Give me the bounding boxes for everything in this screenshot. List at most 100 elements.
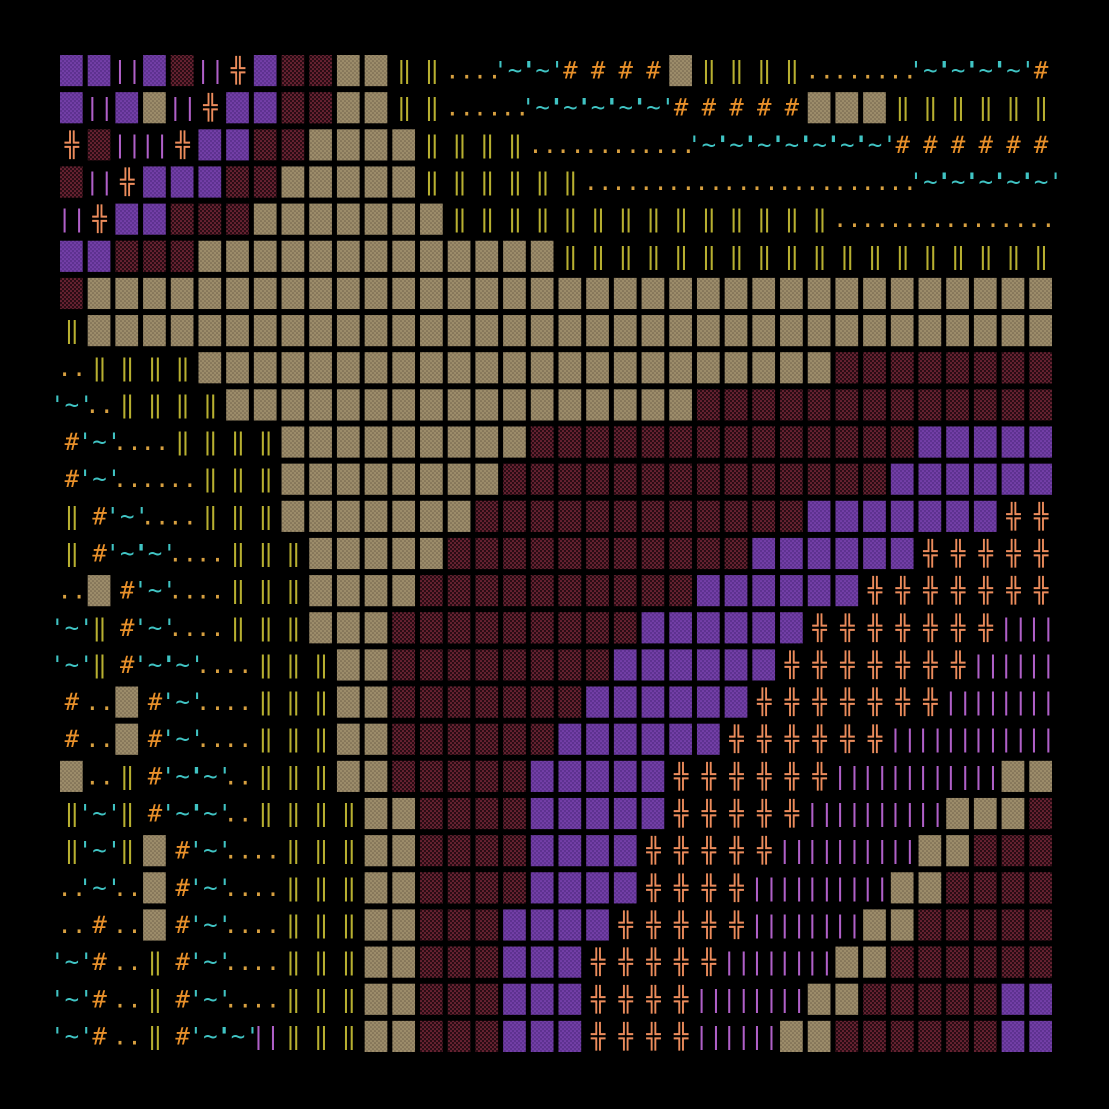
block [835, 463, 859, 495]
block [641, 723, 665, 755]
glyph: ╬ [701, 873, 717, 903]
glyph: .. [224, 948, 253, 976]
glyph: ╬ [701, 947, 717, 977]
glyph: # [979, 131, 994, 159]
glyph: ╬ [590, 984, 606, 1014]
glyph: .. [971, 205, 1000, 233]
glyph: ‖ [258, 614, 272, 642]
glyph: ‖ [674, 205, 688, 233]
glyph: .. [501, 94, 530, 122]
glyph: ‖ [314, 800, 328, 828]
block [420, 686, 443, 718]
block [863, 389, 886, 421]
block [530, 240, 554, 272]
block [890, 315, 914, 347]
glyph: ‖ [452, 205, 466, 233]
glyph: '~' [78, 428, 121, 456]
glyph: ╬ [1033, 539, 1049, 569]
glyph: .. [113, 428, 142, 456]
block [641, 760, 665, 792]
glyph: ╬ [645, 947, 661, 977]
block [530, 426, 554, 458]
block [973, 1020, 997, 1052]
glyph: ‖ [895, 94, 909, 122]
block [420, 352, 443, 384]
block [1001, 1020, 1025, 1052]
block [364, 909, 388, 941]
block [447, 389, 471, 421]
glyph: # [92, 540, 107, 568]
block [281, 315, 305, 347]
glyph: '~' [161, 762, 204, 790]
glyph: ‖ [425, 168, 439, 196]
glyph: .. [251, 948, 280, 976]
glyph: ╬ [645, 910, 661, 940]
block [973, 909, 997, 941]
glyph: ‖ [314, 1022, 328, 1050]
block [641, 612, 665, 644]
glyph: ‖ [286, 985, 300, 1013]
block [696, 500, 720, 532]
block [1001, 315, 1025, 347]
block [336, 686, 360, 718]
block [724, 352, 748, 384]
block [724, 277, 748, 310]
block [613, 649, 637, 681]
glyph: ‖ [1006, 94, 1020, 122]
glyph: || [1027, 614, 1056, 642]
block [807, 315, 831, 347]
glyph: || [971, 725, 1000, 753]
block [198, 166, 222, 198]
glyph: || [999, 614, 1028, 642]
block [364, 723, 388, 755]
glyph: ‖ [286, 762, 300, 790]
glyph: ‖ [563, 168, 577, 196]
glyph: '~' [161, 800, 204, 828]
glyph: ‖ [286, 540, 300, 568]
block [558, 575, 582, 607]
glyph: '~' [189, 837, 232, 865]
glyph: .. [57, 874, 86, 902]
block [503, 612, 526, 644]
block [87, 129, 111, 161]
block [392, 315, 416, 347]
glyph: || [168, 94, 197, 122]
glyph: || [750, 985, 779, 1013]
glyph: '~' [161, 651, 204, 679]
block [696, 426, 720, 458]
glyph: '~' [78, 465, 121, 493]
block [475, 575, 499, 607]
block [586, 649, 609, 681]
block [780, 537, 803, 570]
block [364, 92, 388, 124]
glyph: .. [168, 614, 197, 642]
glyph: .. [57, 354, 86, 382]
glyph: '~' [992, 57, 1035, 85]
glyph: '~' [133, 651, 176, 679]
glyph: .. [833, 168, 862, 196]
glyph: ‖ [951, 94, 965, 122]
glyph: ‖ [148, 985, 162, 1013]
glyph: ‖ [65, 800, 79, 828]
block [558, 797, 582, 830]
glyph: || [85, 94, 114, 122]
block [807, 537, 831, 570]
glyph: ‖ [314, 651, 328, 679]
block [780, 426, 803, 458]
glyph: ‖ [258, 465, 272, 493]
glyph: ‖ [563, 242, 577, 270]
block [973, 352, 997, 384]
glyph: # [1034, 131, 1049, 159]
block [60, 240, 83, 272]
glyph: .. [611, 168, 640, 196]
glyph: ‖ [342, 837, 356, 865]
glyph: ‖ [452, 131, 466, 159]
glyph: ‖ [342, 911, 356, 939]
block [586, 575, 609, 607]
glyph: .. [861, 205, 890, 233]
block [447, 835, 471, 867]
glyph: # [65, 428, 80, 456]
block [364, 240, 388, 272]
block [281, 203, 305, 235]
glyph: ╬ [673, 947, 689, 977]
